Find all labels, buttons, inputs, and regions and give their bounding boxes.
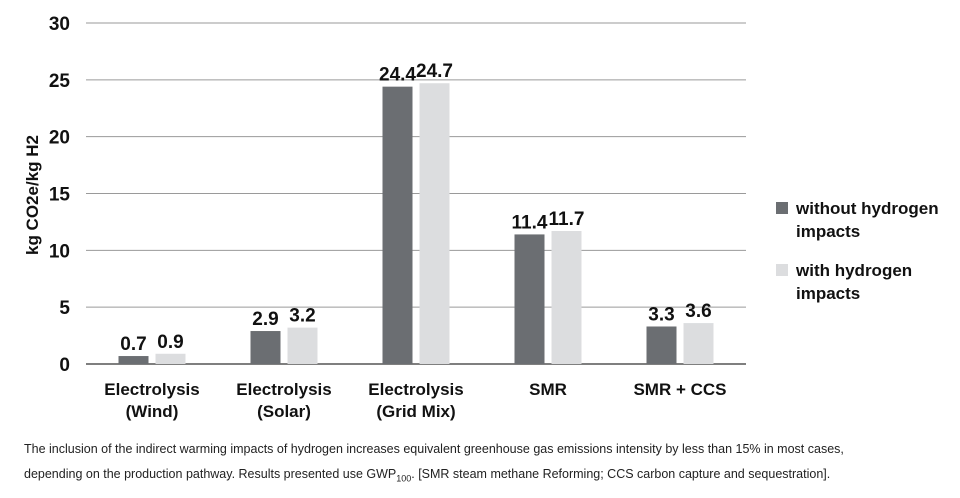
category-label: (Grid Mix): [376, 402, 455, 421]
data-label: 3.6: [685, 301, 711, 322]
caption-line-2: depending on the production pathway. Res…: [24, 462, 944, 487]
bars: [118, 83, 714, 365]
data-label: 11.4: [512, 212, 548, 233]
bar: [382, 86, 413, 365]
bar: [155, 353, 186, 364]
y-tick-label: 20: [49, 128, 70, 149]
bar-chart: 0 5 10 15 20 25 30 0.7 0.9 2.9 3.2 24.4 24.7 11.4 11.…: [23, 14, 939, 421]
bar: [514, 234, 545, 364]
bar: [551, 231, 582, 364]
bar: [419, 83, 450, 364]
legend-label: impacts: [796, 284, 860, 303]
category-label: Electrolysis: [104, 380, 199, 399]
category-label: Electrolysis: [368, 380, 463, 399]
category-label: (Solar): [257, 402, 311, 421]
caption-line-2-end: . [SMR steam methane Reforming; CCS carb…: [411, 467, 831, 481]
y-axis-title: kg CO2e/kg H2: [23, 135, 42, 255]
bar: [287, 327, 318, 364]
figure-caption: The inclusion of the indirect warming im…: [24, 437, 944, 487]
legend-swatch: [776, 202, 788, 214]
data-label: 0.7: [120, 334, 146, 355]
data-label: 11.7: [549, 209, 585, 230]
bar: [250, 331, 281, 364]
legend: without hydrogen impacts with hydrogen impa…: [776, 199, 939, 303]
bar: [118, 356, 149, 364]
caption-line-1: The inclusion of the indirect warming im…: [24, 442, 844, 456]
legend-label: without hydrogen: [795, 199, 939, 218]
data-label: 3.3: [648, 304, 674, 325]
category-label: SMR + CCS: [633, 380, 726, 399]
y-axis-ticks: 0 5 10 15 20 25 30: [49, 14, 71, 376]
category-label: Electrolysis: [236, 380, 331, 399]
data-labels: 0.7 0.9 2.9 3.2 24.4 24.7 11.4 11.7 3.3 3.6: [120, 61, 711, 355]
caption-line-2-text: depending on the production pathway. Res…: [24, 467, 397, 481]
category-label: (Wind): [126, 402, 179, 421]
y-tick-label: 5: [59, 298, 70, 319]
caption-subscript: 100: [396, 473, 412, 484]
category-label: SMR: [529, 380, 567, 399]
y-tick-label: 0: [59, 355, 70, 376]
category-labels: Electrolysis (Wind) Electrolysis (Solar) Ele…: [104, 380, 726, 421]
y-tick-label: 10: [49, 241, 70, 262]
data-label: 0.9: [157, 332, 183, 353]
legend-label: with hydrogen: [795, 261, 912, 280]
bar: [646, 326, 677, 364]
data-label: 2.9: [252, 309, 278, 330]
bar: [683, 323, 714, 364]
legend-label: impacts: [796, 222, 860, 241]
data-label: 3.2: [289, 306, 315, 327]
data-label: 24.7: [416, 61, 453, 82]
gridlines: [86, 22, 746, 365]
y-tick-label: 25: [49, 71, 71, 92]
data-label: 24.4: [379, 65, 416, 86]
y-tick-label: 30: [49, 14, 70, 35]
legend-swatch: [776, 264, 788, 276]
y-tick-label: 15: [49, 185, 71, 206]
